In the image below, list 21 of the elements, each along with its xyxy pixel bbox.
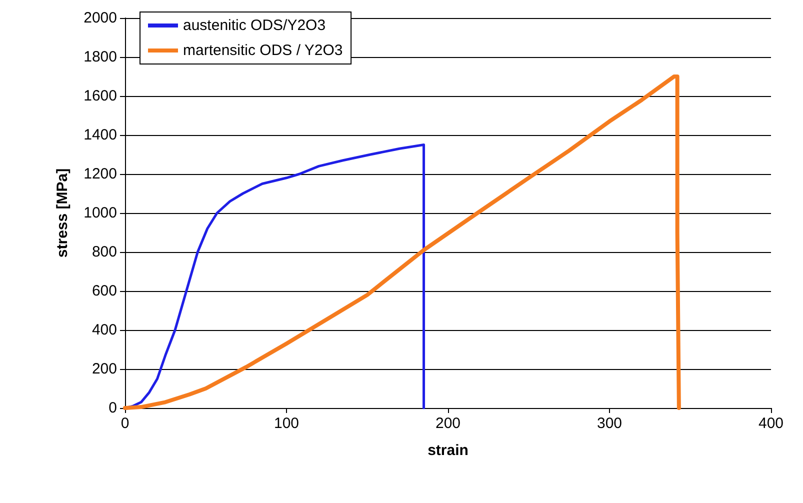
x-tick-label: 300 — [596, 415, 622, 432]
y-tick-label: 2000 — [84, 10, 117, 26]
y-tick-label: 600 — [92, 282, 117, 300]
y-tick-label: 800 — [92, 244, 117, 260]
x-tick-label: 100 — [274, 415, 300, 432]
legend-label: austenitic ODS/Y2O3 — [183, 17, 326, 34]
y-tick-label: 200 — [92, 360, 117, 378]
y-tick-label: 1600 — [84, 88, 117, 104]
x-tick-label: 0 — [120, 415, 130, 432]
line-series — [123, 74, 681, 410]
y-tick-label: 400 — [92, 322, 117, 338]
y-tick-label: 1200 — [84, 166, 117, 182]
y-tick-label: 1000 — [84, 204, 117, 222]
x-axis-title: strain — [428, 442, 468, 459]
legend-label: martensitic ODS / Y2O3 — [183, 42, 343, 59]
y-tick-label: 0 — [108, 400, 117, 416]
y-tick-label: 1400 — [84, 126, 117, 144]
y-axis-title: stress [MPa] — [54, 168, 71, 258]
x-tick-label: 200 — [435, 415, 461, 432]
y-tick-label: 1800 — [84, 48, 117, 66]
x-tick-label: 400 — [758, 415, 784, 432]
